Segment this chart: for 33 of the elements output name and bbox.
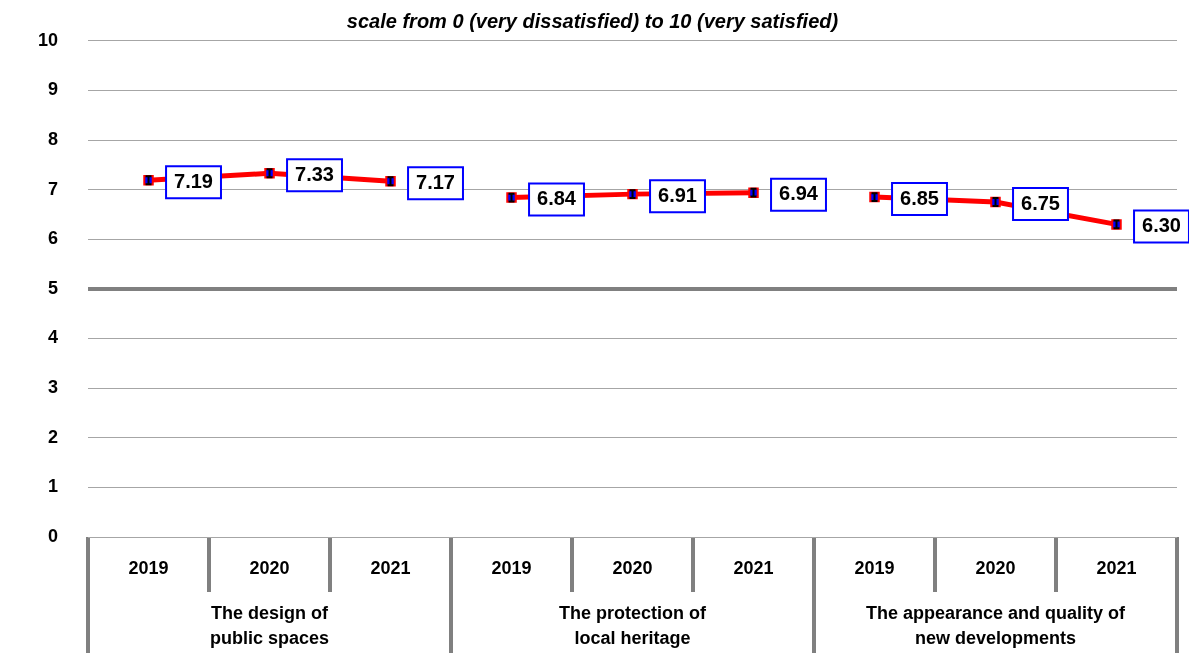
- y-tick-label: 6: [48, 228, 59, 249]
- y-tick-label: 1: [48, 476, 59, 497]
- chart-title: scale from 0 (very dissatisfied) to 10 (very satisfied): [346, 10, 839, 33]
- y-tick-label: 8: [48, 129, 59, 150]
- data-label: 6.84: [537, 187, 577, 210]
- y-tick-label: 0: [48, 525, 59, 546]
- y-tick-label: 9: [48, 79, 59, 100]
- y-tick-label: 2: [48, 426, 59, 447]
- data-label: 7.19: [174, 169, 213, 192]
- x-tick-label: 2021: [370, 557, 411, 578]
- x-tick-label: 2020: [249, 557, 290, 578]
- x-tick-label: 2019: [854, 557, 895, 578]
- data-label: 6.75: [1021, 191, 1060, 214]
- x-tick-label: 2021: [733, 557, 774, 578]
- data-label: 6.30: [1142, 213, 1181, 236]
- data-label: 7.17: [416, 170, 455, 193]
- text: The appearance and quality of new developments: [865, 602, 1127, 648]
- x-tick-label: 2021: [1096, 557, 1137, 578]
- text: The design of public spaces: [209, 602, 330, 648]
- data-label: 6.94: [779, 182, 819, 205]
- data-label: 6.91: [658, 183, 697, 206]
- y-tick-label: 5: [48, 277, 59, 298]
- y-tick-label: 7: [48, 178, 59, 199]
- y-tick-label: 4: [48, 327, 59, 348]
- x-tick-label: 2020: [975, 557, 1016, 578]
- data-label: 7.33: [295, 162, 334, 185]
- x-tick-label: 2019: [128, 557, 169, 578]
- x-tick-label: 2020: [612, 557, 653, 578]
- data-label: 6.85: [900, 186, 939, 209]
- x-tick-label: 2019: [491, 557, 532, 578]
- y-tick-label: 10: [37, 29, 59, 50]
- text: The protection of local heritage: [559, 602, 707, 648]
- y-tick-label: 3: [48, 377, 59, 398]
